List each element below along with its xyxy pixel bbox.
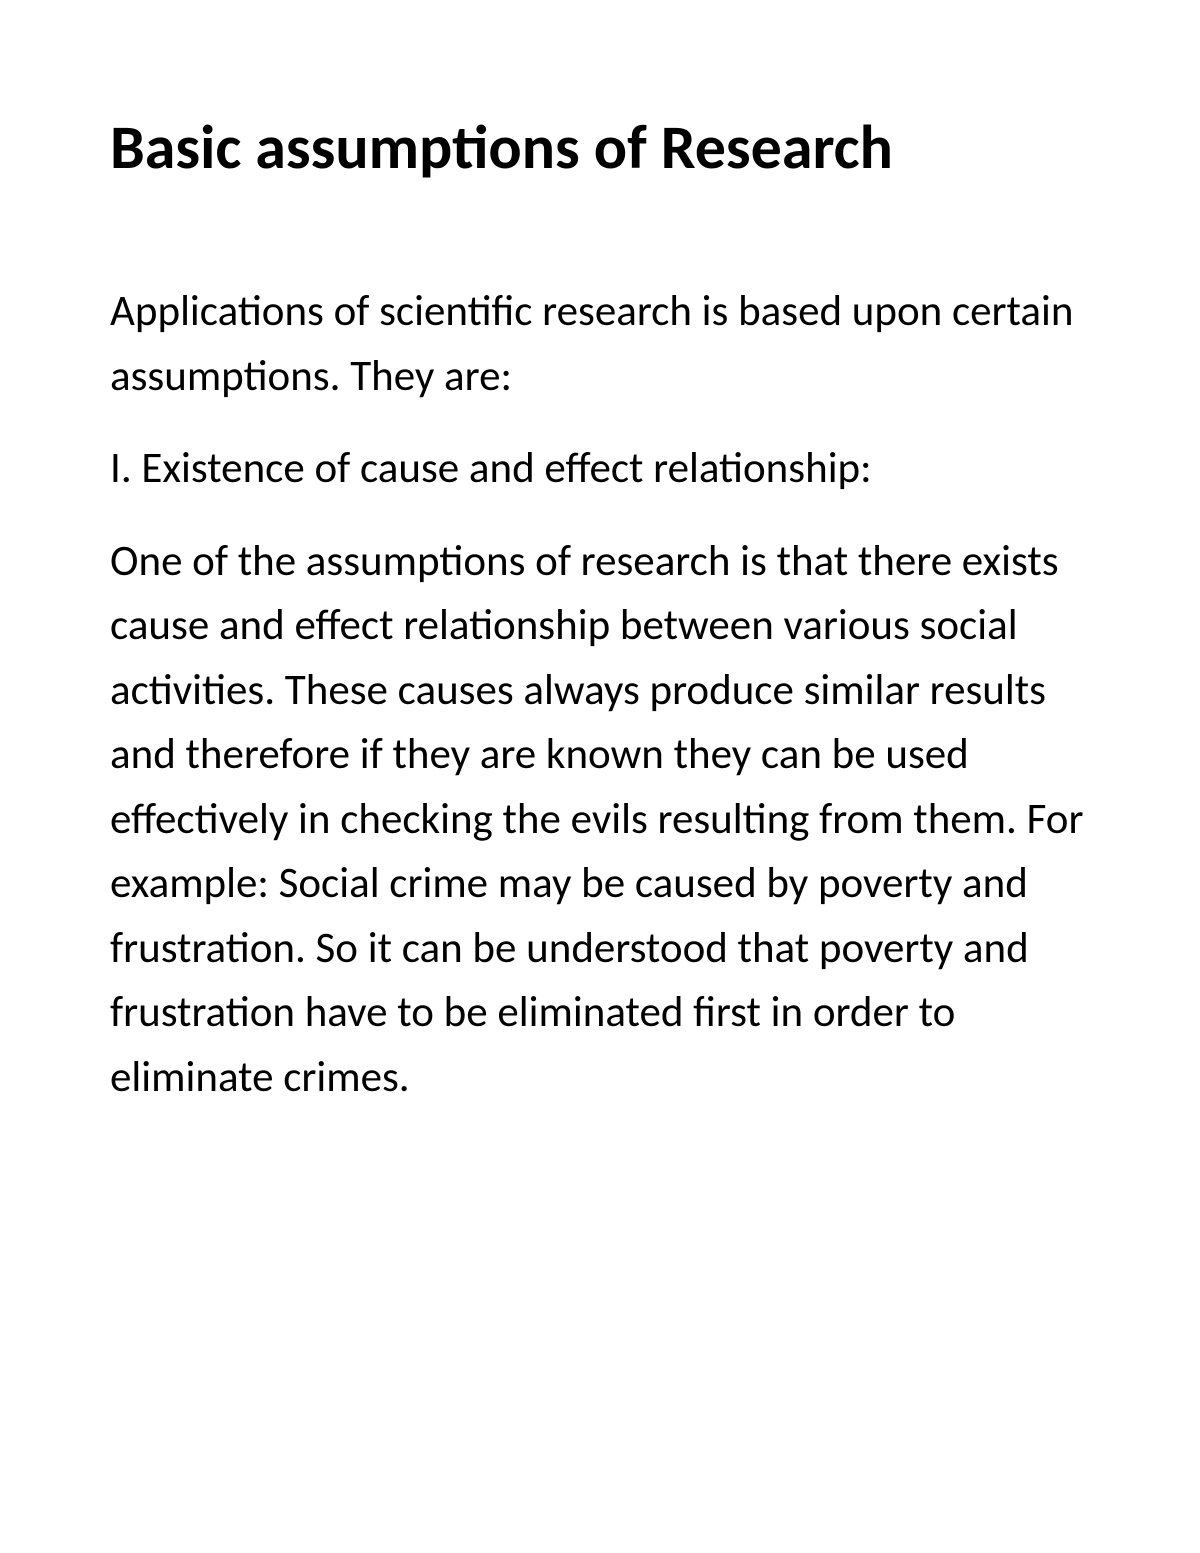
section-body: One of the assumptions of research is th…	[110, 529, 1090, 1110]
intro-paragraph: Applications of scientific research is b…	[110, 279, 1090, 408]
section-heading: I. Existence of cause and effect relatio…	[110, 436, 1090, 501]
page-title: Basic assumptions of Research	[110, 110, 1090, 184]
